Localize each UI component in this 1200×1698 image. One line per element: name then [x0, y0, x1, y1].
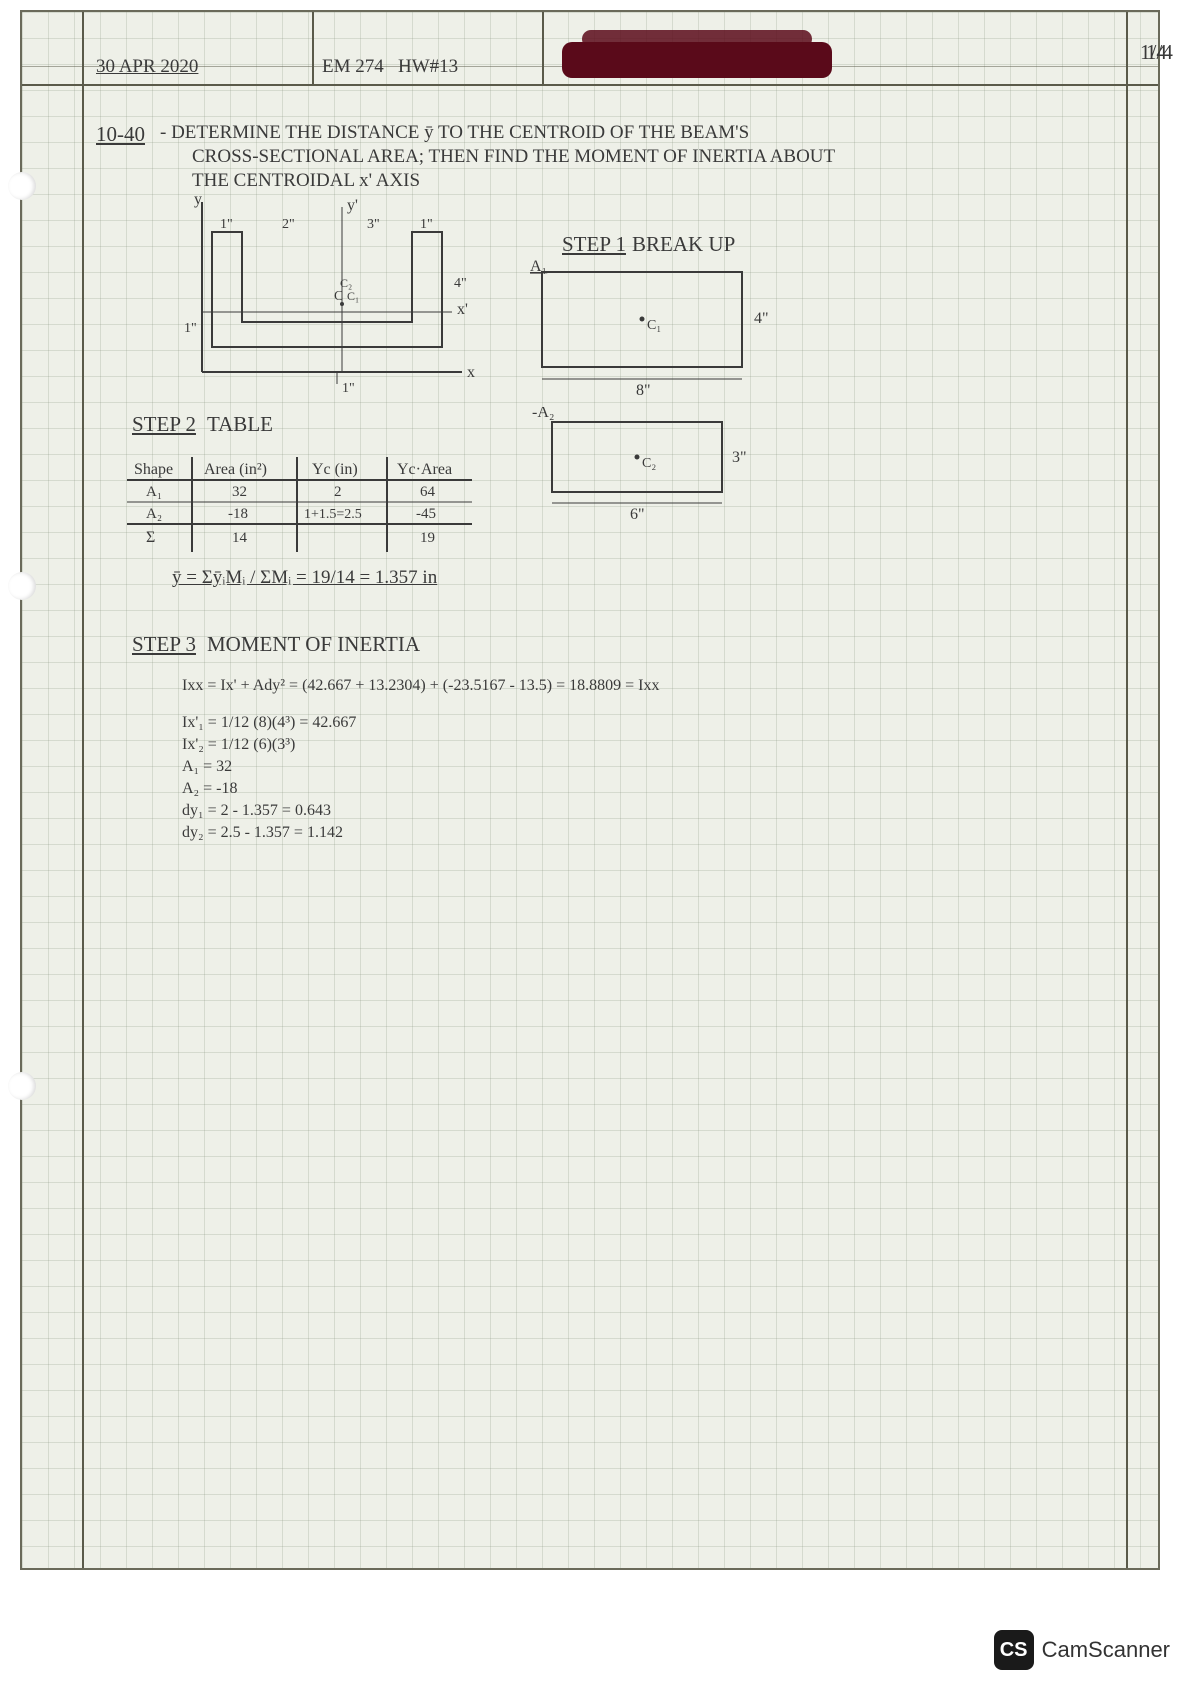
- engineering-page: 30 APR 2020 EM 274 HW#13 1/4 1/4 10-40 -…: [20, 10, 1160, 1570]
- c1-label: C₁: [347, 289, 359, 303]
- name-redaction-top: [582, 30, 812, 48]
- yprime-label: y': [347, 197, 358, 214]
- xprime-label: x': [457, 301, 468, 318]
- page-number-in: 1/4: [1140, 40, 1167, 65]
- problem-line2: CROSS-SECTIONAL AREA; THEN FIND THE MOME…: [192, 146, 835, 168]
- step1-title: STEP 1: [562, 232, 626, 257]
- col-shape: Shape: [134, 461, 173, 478]
- a1-centroid: C₁: [647, 318, 661, 333]
- punch-hole: [8, 172, 36, 200]
- date: 30 APR 2020: [96, 56, 198, 78]
- col-yca: Yc·Area: [397, 461, 452, 478]
- punch-hole: [8, 572, 36, 600]
- a2-label: -A₂: [532, 407, 554, 421]
- step3-subtitle: MOMENT OF INERTIA: [207, 632, 420, 657]
- right-margin-rule: [1126, 12, 1128, 1568]
- a2-centroid: C₂: [642, 456, 656, 471]
- step2-subtitle: TABLE: [207, 412, 273, 437]
- cs-badge-icon: CS: [994, 1630, 1034, 1670]
- r1c3: 2: [334, 484, 342, 500]
- r1c1: A₁: [146, 484, 162, 500]
- step3-l4: A₂ = -18: [182, 780, 237, 798]
- course-hw: EM 274 HW#13: [322, 56, 458, 78]
- step1-subtitle: BREAK UP: [632, 232, 735, 257]
- r3c2: 14: [232, 530, 248, 546]
- step2-table: Shape Area (in²) Yc (in) Yc·Area A₁ 32 2…: [122, 452, 502, 572]
- dim-1: 1": [220, 217, 233, 232]
- a1-label: A₁: [530, 258, 547, 275]
- ybar-equation: ȳ = ΣȳᵢMᵢ / ΣMᵢ = 19/14 = 1.357 in: [172, 567, 437, 589]
- header-rule: [22, 84, 1158, 86]
- dim-h1: 1": [184, 321, 197, 336]
- step3-l5: dy₁ = 2 - 1.357 = 0.643: [182, 802, 331, 820]
- left-margin-rule: [82, 12, 84, 1568]
- r2c2: -18: [228, 506, 248, 522]
- r2c3: 1+1.5=2.5: [304, 507, 362, 522]
- r2c1: A₂: [146, 506, 162, 522]
- x-axis-label: x: [467, 364, 475, 381]
- a2-w: 6": [630, 506, 645, 523]
- col-area: Area (in²): [204, 461, 267, 478]
- a2-h: 3": [732, 449, 747, 466]
- camscanner-text: CamScanner: [1042, 1637, 1170, 1663]
- punch-hole: [8, 1072, 36, 1100]
- a1-h: 4": [754, 310, 769, 327]
- header-col-2: [542, 12, 544, 84]
- a1-rect: A₁ C₁ 4" 8": [522, 257, 782, 397]
- problem-line3: THE CENTROIDAL x' AXIS: [192, 170, 420, 192]
- cross-section-diagram: y x y' x' 1" 2" 3" 1" 4" 1" C C₁ C₂ 1": [142, 192, 502, 402]
- step2-title: STEP 2: [132, 412, 196, 437]
- a2-rect: -A₂ C₂ 3" 6": [532, 407, 772, 527]
- header-col-1: [312, 12, 314, 84]
- problem-line1: - DETERMINE THE DISTANCE ȳ TO THE CENTRO…: [160, 122, 749, 144]
- dim-base: 1": [342, 381, 355, 396]
- step3-l3: A₁ = 32: [182, 758, 232, 776]
- y-axis-label: y: [194, 192, 202, 208]
- step3-ixx: Ixx = Ix' + Ady² = (42.667 + 13.2304) + …: [182, 677, 659, 695]
- step3-l1: Ix'₁ = 1/12 (8)(4³) = 42.667: [182, 714, 356, 732]
- dim-3: 3": [367, 217, 380, 232]
- a1-w: 8": [636, 382, 651, 397]
- step3-title: STEP 3: [132, 632, 196, 657]
- col-yc: Yc (in): [312, 461, 358, 478]
- r2c4: -45: [416, 506, 436, 522]
- problem-number: 10-40: [96, 122, 145, 147]
- r1c2: 32: [232, 484, 247, 500]
- dim-2: 2": [282, 217, 295, 232]
- camscanner-watermark: CS CamScanner: [994, 1630, 1170, 1670]
- dim-h4: 4": [454, 276, 467, 291]
- dim-1b: 1": [420, 217, 433, 232]
- r3c1: Σ: [146, 529, 155, 546]
- r3c4: 19: [420, 530, 435, 546]
- step3-l2: Ix'₂ = 1/12 (6)(3³): [182, 736, 295, 754]
- r1c4: 64: [420, 484, 436, 500]
- c2-label: C₂: [340, 276, 352, 290]
- c-label: C: [334, 289, 343, 304]
- step3-l6: dy₂ = 2.5 - 1.357 = 1.142: [182, 824, 343, 842]
